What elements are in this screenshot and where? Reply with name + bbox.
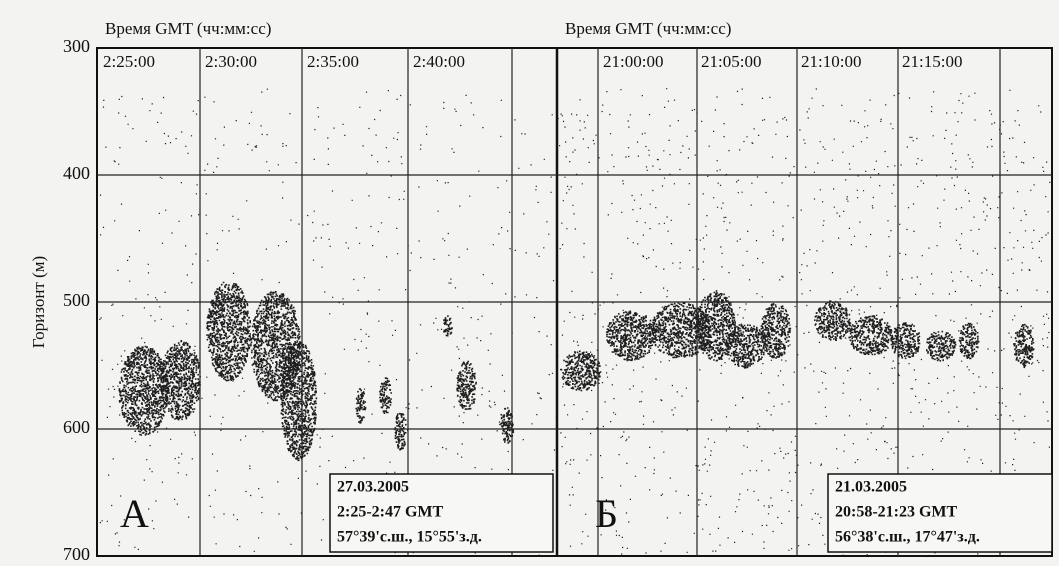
time-label: 21:00:00 [603,52,663,71]
panel-letter: Б [595,491,618,536]
y-tick-label: 300 [63,36,90,56]
time-label: 2:25:00 [103,52,155,71]
time-label: 2:35:00 [307,52,359,71]
time-label: 2:40:00 [413,52,465,71]
info-line: 2:25-2:47 GMT [337,504,444,521]
info-line: 56°38'с.ш., 17°47'з.д. [835,529,980,546]
time-label: 21:05:00 [701,52,761,71]
info-line: 20:58-21:23 GMT [835,504,958,521]
info-line: 27.03.2005 [337,479,409,496]
figure: Горизонт (м) 300 400 500 600 700 Время GMT (ч… [0,0,1059,566]
time-axis-header: Время GMT (чч:мм:сс) [565,19,731,38]
time-label: 21:15:00 [902,52,962,71]
info-line: 57°39'с.ш., 15°55'з.д. [337,529,482,546]
y-tick-label: 500 [63,290,90,310]
panel-letter: А [120,491,149,536]
y-axis-label: Горизонт (м) [29,256,48,348]
y-tick-label: 600 [63,417,90,437]
time-label: 2:30:00 [205,52,257,71]
time-axis-header: Время GMT (чч:мм:сс) [105,19,271,38]
y-tick-label: 700 [63,544,90,564]
info-line: 21.03.2005 [835,479,907,496]
time-label: 21:10:00 [801,52,861,71]
y-tick-label: 400 [63,163,90,183]
